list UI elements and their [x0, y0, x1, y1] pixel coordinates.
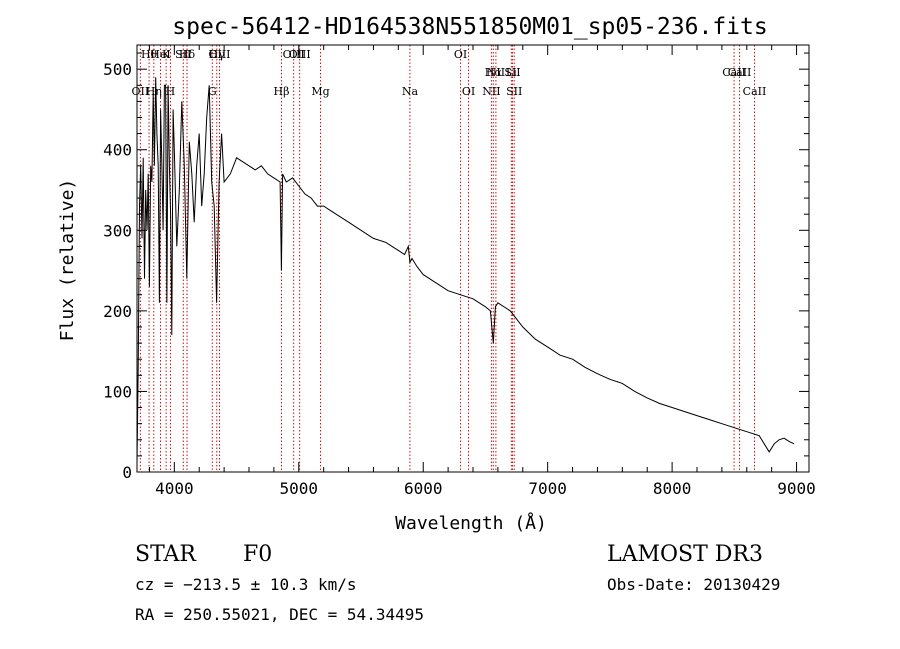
line-label: Mg	[311, 85, 329, 98]
line-label: H	[166, 85, 176, 98]
spectrum-series	[136, 77, 795, 464]
line-label: OI	[462, 85, 475, 98]
line-label: Hδ	[179, 48, 196, 61]
survey-label: LAMOST DR3	[607, 542, 763, 567]
line-label: OI	[454, 48, 467, 61]
line-label: NII	[482, 85, 500, 98]
x-tick-label: 4000	[155, 479, 194, 498]
line-label: OIII	[289, 48, 311, 61]
x-tick-label: 9000	[777, 479, 816, 498]
y-tick-label: 400	[103, 141, 132, 160]
x-tick-label: 8000	[653, 479, 692, 498]
line-label: Na	[402, 85, 419, 98]
y-axis-label: Flux (relative)	[57, 179, 78, 342]
x-axis-label: Wavelength (Å)	[395, 512, 547, 534]
line-label: G	[208, 85, 217, 98]
line-label: OIII	[208, 48, 230, 61]
y-tick-label: 500	[103, 60, 132, 79]
subclass-label: F0	[243, 542, 272, 567]
x-tick-label: 7000	[528, 479, 567, 498]
y-tick-label: 100	[103, 382, 132, 401]
spectrum-line	[136, 77, 795, 464]
line-label: Li	[506, 66, 517, 79]
line-label: SII	[506, 85, 522, 98]
chart-title: spec-56412-HD164538N551850M01_sp05-236.f…	[172, 14, 767, 40]
class-label: STAR	[135, 542, 197, 567]
line-label: CaII	[722, 66, 746, 79]
line-label: Hγ	[209, 48, 226, 61]
x-tick-label: 5000	[280, 479, 319, 498]
line-label: CaII	[743, 85, 767, 98]
y-tick-label: 200	[103, 302, 132, 321]
line-label: HeI	[150, 48, 170, 61]
line-label: OII	[132, 85, 150, 98]
axis-ticks: 4000 5000 6000 7000 8000 9000 0 100 200 300 400 500	[103, 45, 816, 498]
line-label: NII	[487, 66, 505, 79]
x-tick-label: 6000	[404, 479, 443, 498]
line-label: Hα	[485, 66, 503, 79]
line-label: SII	[504, 66, 520, 79]
line-label: CaII	[728, 66, 752, 79]
line-label: Hβ	[274, 85, 290, 98]
plot-frame	[136, 44, 810, 473]
cz-value: cz = −213.5 ± 10.3 km/s	[135, 575, 357, 594]
line-label: Hη	[146, 85, 162, 98]
obs-date: Obs-Date: 20130429	[607, 575, 780, 594]
y-tick-label: 300	[103, 221, 132, 240]
line-label: Hθ	[141, 48, 158, 61]
ra-dec: RA = 250.55021, DEC = 54.34495	[135, 605, 424, 624]
line-label: K	[162, 48, 171, 61]
line-label: SII	[175, 48, 191, 61]
y-tick-label: 0	[122, 463, 132, 482]
